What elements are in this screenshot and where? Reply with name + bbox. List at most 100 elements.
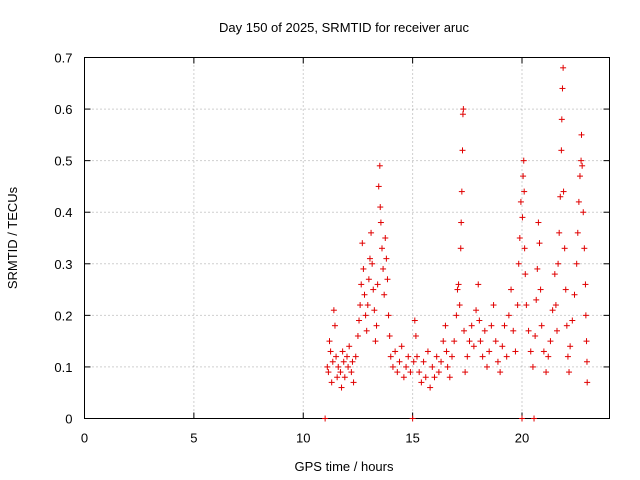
data-point [362,312,369,319]
data-point [516,235,523,241]
data-point [328,379,335,386]
data-point [376,162,383,169]
data-point [350,379,357,386]
data-point [446,374,453,381]
data-point [582,281,589,288]
data-point [581,245,588,252]
data-point [424,348,431,355]
data-point [346,343,353,350]
data-point [459,111,466,118]
data-point [358,281,365,288]
data-point [429,363,436,370]
data-point [510,327,517,334]
data-point [521,245,528,252]
data-point [383,255,390,262]
data-point [531,415,538,422]
data-point [322,415,329,422]
data-point [455,281,462,288]
data-point [420,358,427,365]
data-point [385,312,392,319]
data-point [551,271,558,278]
data-point [349,358,356,365]
data-point [547,338,554,345]
data-point [403,363,410,370]
data-point [543,369,550,376]
data-point [473,307,480,314]
data-point [571,291,578,298]
data-point [475,281,482,288]
data-point [558,147,565,154]
data-point [573,260,580,267]
data-point [560,64,567,71]
data-point [449,353,455,360]
data-point [578,157,585,164]
tick-label-x: 15 [405,431,419,446]
y-axis-label: SRMTID / TECUs [5,186,20,289]
data-point [407,369,414,376]
data-point [515,260,522,267]
data-point [384,276,391,283]
tick-label-y: 0.4 [54,205,72,220]
data-point [364,302,371,309]
data-point [386,332,393,339]
data-point [569,317,576,324]
tick-label-x: 10 [296,431,310,446]
data-point [583,338,590,345]
data-point [414,353,420,360]
data-point [566,369,573,376]
data-point [520,173,527,180]
data-point [458,188,465,195]
data-point [554,327,560,334]
data-point [454,286,461,293]
data-point [354,332,361,339]
data-point [442,322,449,329]
data-point [563,322,570,329]
data-point [486,348,493,355]
data-point [558,116,565,123]
data-point [372,338,379,345]
data-point [561,245,568,252]
data-point [418,379,425,386]
data-point [557,193,564,200]
data-point [422,374,429,381]
data-point [578,131,585,138]
grid [84,57,610,419]
data-point [552,302,559,309]
data-point [356,317,363,324]
data-point [461,327,468,334]
data-point [477,338,484,345]
data-point [375,183,382,190]
data-point [374,281,381,288]
data-point [501,322,508,329]
data-point [583,358,590,365]
data-point [405,353,412,360]
data-point [497,369,504,376]
data-point [484,363,490,370]
data-point [574,229,581,236]
data-point [325,369,332,376]
data-point [411,317,418,324]
data-point [481,327,488,334]
data-point [327,348,334,355]
data-point [380,265,387,272]
data-point [580,209,587,216]
data-point [537,286,544,293]
data-point [451,338,458,345]
data-point [575,198,582,205]
data-point [334,374,341,381]
data-point [459,147,466,154]
data-point [345,363,352,370]
data-point [508,286,515,293]
data-point [555,260,562,267]
tick-label-y: 0.5 [54,154,72,169]
data-points [322,64,591,422]
data-point [379,245,385,252]
data-point [503,353,510,360]
chart-title: Day 150 of 2025, SRMTID for receiver aru… [219,20,469,35]
data-point [337,369,344,376]
data-point [534,265,541,272]
data-point [435,369,442,376]
data-point [410,358,417,365]
data-point [382,235,389,241]
